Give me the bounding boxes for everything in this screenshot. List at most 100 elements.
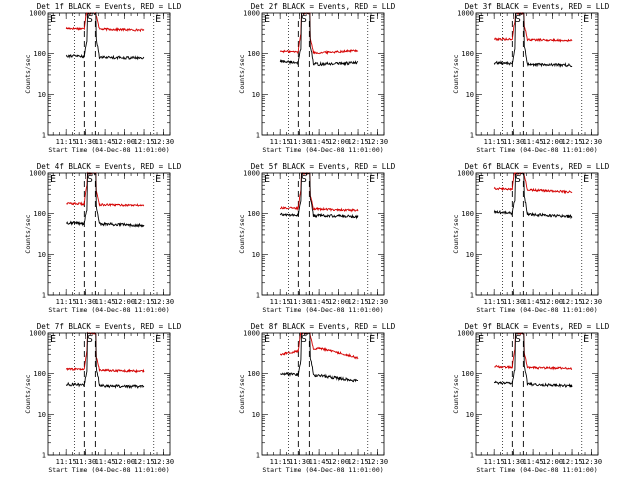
x-tick-label: 12:15: [562, 298, 583, 306]
y-tick-label: 10: [466, 251, 474, 259]
x-tick-label: 12:30: [581, 298, 602, 306]
y-tick-label: 1: [470, 452, 474, 460]
plot-frame: [261, 12, 385, 136]
y-axis-label: Counts/sec: [24, 374, 32, 413]
x-axis-label: Start Time (04-Dec-08 11:01:00): [262, 466, 383, 474]
x-tick-label: 11:30: [503, 298, 524, 306]
eclipse-marker: E: [478, 14, 484, 25]
plot-frame: [47, 332, 171, 456]
x-tick-label: 12:30: [367, 138, 388, 146]
x-axis-label: Start Time (04-Dec-08 11:01:00): [262, 146, 383, 154]
x-axis-label: Start Time (04-Dec-08 11:01:00): [48, 306, 169, 314]
eclipse-marker: E: [264, 14, 270, 25]
eclipse-marker: E: [50, 174, 56, 185]
x-tick-label: 12:30: [581, 138, 602, 146]
detector-panel-6: Det 6f BLACK = Events, RED = LLD 1 10 100 10…: [452, 162, 610, 314]
y-tick-label: 10: [38, 91, 46, 99]
lld-series-line: [493, 172, 573, 195]
y-tick-label: 10: [252, 91, 260, 99]
y-tick-label: 1: [470, 292, 474, 300]
x-tick-label: 12:30: [367, 458, 388, 466]
eclipse-marker: E: [583, 14, 589, 25]
x-tick-label: 12:15: [348, 138, 369, 146]
saa-marker: S: [515, 334, 521, 345]
x-tick-label: 12:30: [367, 298, 388, 306]
y-axis-label: Counts/sec: [238, 374, 246, 413]
x-tick-label: 11:30: [289, 458, 310, 466]
y-tick-label: 100: [247, 370, 260, 378]
detector-panel-7: Det 7f BLACK = Events, RED = LLD 1 10 100 10…: [24, 322, 182, 474]
x-tick-label: 11:45: [95, 298, 116, 306]
panel-title: Det 8f BLACK = Events, RED = LLD: [251, 322, 396, 331]
lld-series-line: [279, 332, 359, 360]
y-tick-label: 1000: [29, 10, 46, 18]
eclipse-marker: E: [264, 174, 270, 185]
detector-panel-3: Det 3f BLACK = Events, RED = LLD 1 10 100 10…: [452, 2, 610, 154]
plot-frame: [47, 12, 171, 136]
saa-marker: S: [515, 174, 521, 185]
eclipse-marker: E: [155, 174, 161, 185]
y-axis-label: Counts/sec: [452, 214, 460, 253]
x-tick-label: 11:15: [56, 458, 77, 466]
events-series-line: [493, 172, 573, 220]
x-axis-label: Start Time (04-Dec-08 11:01:00): [476, 466, 597, 474]
lld-series-line: [65, 12, 145, 33]
x-tick-label: 11:15: [484, 458, 505, 466]
x-axis-label: Start Time (04-Dec-08 11:01:00): [48, 146, 169, 154]
y-axis-label: Counts/sec: [238, 54, 246, 93]
eclipse-marker: E: [264, 334, 270, 345]
plot-frame: [475, 332, 599, 456]
y-tick-label: 10: [38, 411, 46, 419]
events-series-line: [279, 12, 359, 67]
panel-title: Det 5f BLACK = Events, RED = LLD: [251, 162, 396, 171]
x-tick-label: 11:30: [75, 138, 96, 146]
x-tick-label: 11:45: [309, 458, 330, 466]
y-tick-label: 100: [461, 370, 474, 378]
x-tick-label: 12:00: [542, 138, 563, 146]
eclipse-marker: E: [155, 334, 161, 345]
x-tick-label: 11:15: [270, 138, 291, 146]
lld-series-line: [494, 332, 573, 371]
y-tick-label: 1: [470, 132, 474, 140]
y-tick-label: 1000: [243, 170, 260, 178]
events-series-line: [279, 172, 359, 220]
plot-frame: [47, 172, 171, 296]
events-series-line: [493, 11, 573, 68]
x-tick-label: 12:00: [114, 458, 135, 466]
panel-title: Det 6f BLACK = Events, RED = LLD: [465, 162, 610, 171]
x-axis-label: Start Time (04-Dec-08 11:01:00): [48, 466, 169, 474]
lld-series-line: [65, 331, 145, 374]
saa-marker: S: [301, 174, 307, 185]
lld-series-line: [66, 171, 145, 208]
x-tick-label: 12:00: [114, 298, 135, 306]
x-tick-label: 12:15: [348, 458, 369, 466]
x-tick-label: 12:00: [328, 138, 349, 146]
y-tick-label: 10: [252, 251, 260, 259]
x-tick-label: 11:30: [75, 298, 96, 306]
saa-marker: S: [87, 334, 93, 345]
panel-title: Det 1f BLACK = Events, RED = LLD: [37, 2, 182, 11]
events-series-line: [65, 331, 145, 389]
x-axis-label: Start Time (04-Dec-08 11:01:00): [262, 306, 383, 314]
y-tick-label: 1000: [29, 170, 46, 178]
x-tick-label: 12:30: [153, 298, 174, 306]
y-tick-label: 1000: [243, 10, 260, 18]
y-tick-label: 100: [33, 370, 46, 378]
x-tick-label: 11:45: [523, 458, 544, 466]
eclipse-marker: E: [50, 14, 56, 25]
y-tick-label: 1000: [457, 170, 474, 178]
x-tick-label: 11:45: [309, 138, 330, 146]
saa-marker: S: [87, 174, 93, 185]
saa-marker: S: [301, 334, 307, 345]
y-tick-label: 1000: [243, 330, 260, 338]
x-tick-label: 11:45: [309, 298, 330, 306]
events-series-line: [66, 172, 145, 229]
x-tick-label: 12:15: [562, 458, 583, 466]
detector-panel-2: Det 2f BLACK = Events, RED = LLD 1 10 100 10…: [238, 2, 396, 154]
x-tick-label: 12:30: [153, 138, 174, 146]
plot-frame: [261, 172, 385, 296]
detector-panel-9: Det 9f BLACK = Events, RED = LLD 1 10 100 10…: [452, 322, 610, 474]
panel-title: Det 2f BLACK = Events, RED = LLD: [251, 2, 396, 11]
eclipse-marker: E: [478, 174, 484, 185]
